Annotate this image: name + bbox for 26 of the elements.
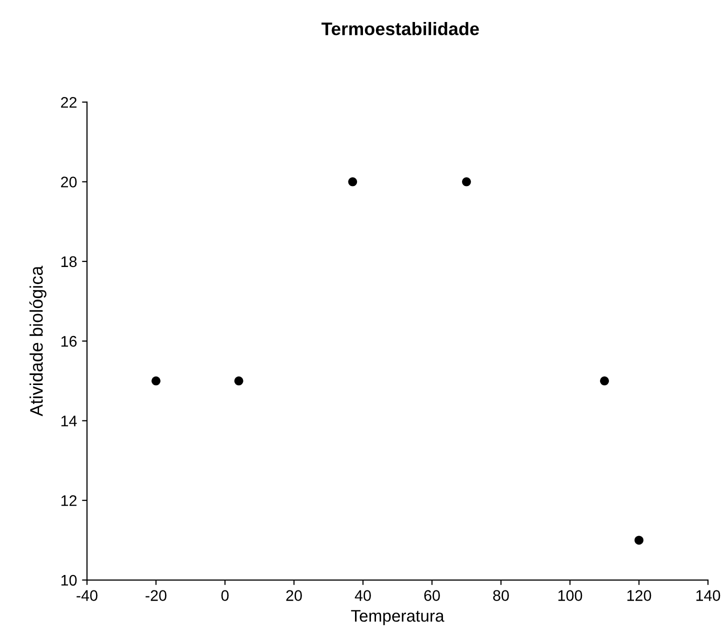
x-tick-label: 60 <box>424 590 440 601</box>
point <box>151 376 160 386</box>
point <box>634 536 644 545</box>
y-tick-label: 20 <box>61 176 77 188</box>
y-axis-title: Atividade biológica <box>29 266 46 416</box>
y-tick-label: 12 <box>61 495 77 506</box>
y-tick-label: 16 <box>61 336 77 347</box>
x-tick-label: -20 <box>146 590 166 601</box>
x-tick-label: 0 <box>221 590 229 601</box>
y-tick-label: 10 <box>61 574 77 586</box>
x-tick-label: 140 <box>696 590 720 601</box>
point <box>600 376 609 386</box>
x-tick-label: 20 <box>286 590 302 601</box>
point <box>348 177 358 186</box>
x-axis-title: Temperatura <box>351 610 444 626</box>
x-tick-label: 100 <box>558 590 582 601</box>
point <box>234 376 244 386</box>
chart-title: Termoestabilidade <box>322 22 479 36</box>
y-tick-label: 22 <box>61 96 77 108</box>
point <box>462 177 471 186</box>
x-tick-label: 40 <box>354 590 371 601</box>
y-tick-label: 14 <box>61 416 77 426</box>
y-tick-label: 18 <box>61 256 77 268</box>
x-tick-label: -40 <box>76 590 98 601</box>
x-tick-label: 80 <box>493 590 509 601</box>
x-tick-label: 120 <box>627 590 652 601</box>
